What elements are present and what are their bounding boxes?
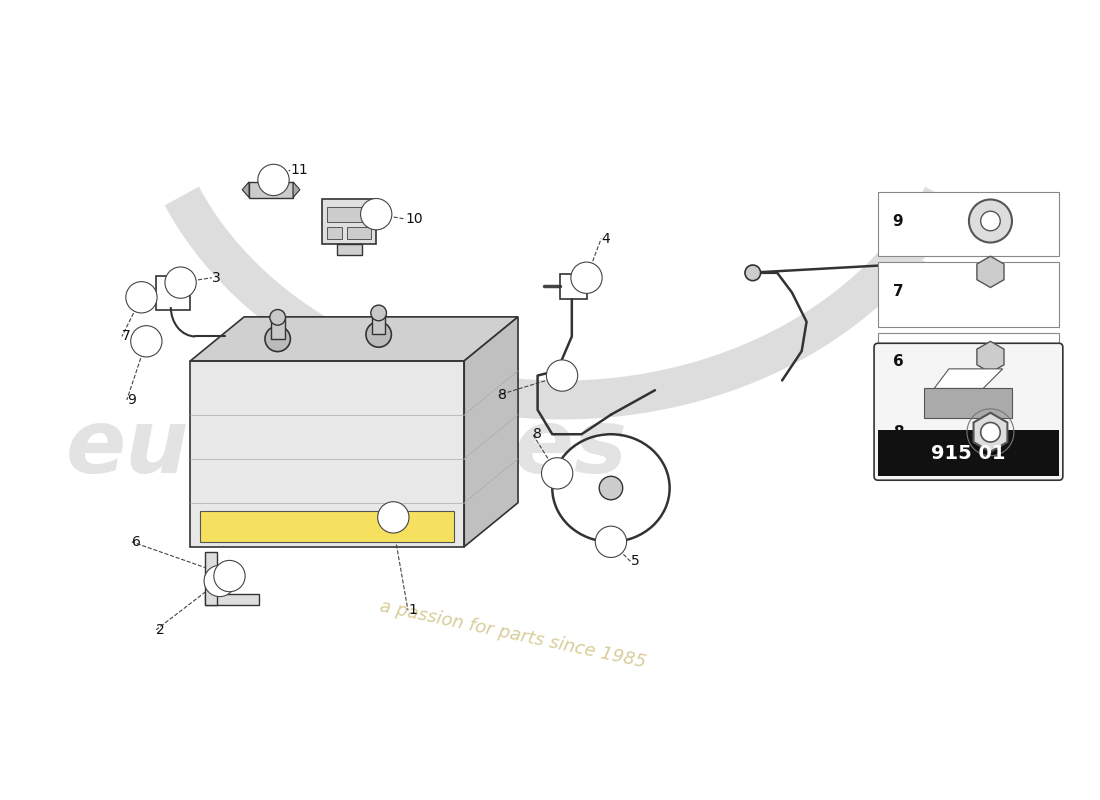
Text: 3: 3 <box>212 270 221 285</box>
Text: 1: 1 <box>408 603 417 618</box>
Circle shape <box>125 282 157 313</box>
Circle shape <box>366 322 392 347</box>
Text: a passion for parts since 1985: a passion for parts since 1985 <box>378 598 648 672</box>
Circle shape <box>745 265 760 281</box>
Circle shape <box>377 502 409 533</box>
Polygon shape <box>464 317 518 546</box>
Circle shape <box>595 526 627 558</box>
Polygon shape <box>271 318 285 339</box>
Polygon shape <box>190 361 464 546</box>
Bar <box>924 389 1012 418</box>
Text: 6: 6 <box>132 535 141 549</box>
Bar <box>878 192 1059 256</box>
Polygon shape <box>977 256 1004 287</box>
Circle shape <box>547 360 578 391</box>
Bar <box>156 276 190 310</box>
Bar <box>205 594 258 606</box>
Text: 7: 7 <box>122 330 131 343</box>
Circle shape <box>257 164 289 195</box>
Text: 6: 6 <box>892 354 903 370</box>
Text: 2: 2 <box>156 623 165 637</box>
Circle shape <box>213 561 245 592</box>
Bar <box>560 274 587 299</box>
Polygon shape <box>242 182 249 198</box>
Polygon shape <box>977 342 1004 373</box>
Circle shape <box>600 476 623 500</box>
Text: 9: 9 <box>126 393 135 407</box>
FancyBboxPatch shape <box>874 343 1063 480</box>
Bar <box>878 333 1059 397</box>
Text: 4: 4 <box>602 232 609 246</box>
Polygon shape <box>190 317 518 361</box>
Polygon shape <box>974 413 1008 452</box>
Bar <box>337 243 362 255</box>
Text: 8: 8 <box>498 388 507 402</box>
Bar <box>878 262 1059 326</box>
Polygon shape <box>934 369 1003 389</box>
Text: 5: 5 <box>630 554 639 568</box>
Circle shape <box>541 458 573 489</box>
Bar <box>322 199 376 243</box>
Polygon shape <box>372 313 385 334</box>
Circle shape <box>981 422 1000 442</box>
Circle shape <box>361 198 392 230</box>
Circle shape <box>969 199 1012 242</box>
Text: 11: 11 <box>290 163 308 177</box>
Circle shape <box>265 326 290 351</box>
Text: 9: 9 <box>892 214 903 229</box>
Bar <box>328 227 342 238</box>
Circle shape <box>371 305 386 321</box>
Bar <box>878 403 1059 467</box>
Bar <box>205 552 217 606</box>
Bar <box>878 430 1059 476</box>
Circle shape <box>165 267 196 298</box>
Text: 8: 8 <box>532 427 541 442</box>
Bar <box>200 510 454 542</box>
Text: 10: 10 <box>406 212 424 226</box>
Bar <box>346 227 372 238</box>
Bar <box>249 182 293 198</box>
Polygon shape <box>979 266 1002 278</box>
Text: 7: 7 <box>892 284 903 299</box>
Circle shape <box>981 211 1000 230</box>
Text: eurospares: eurospares <box>66 406 628 493</box>
Text: 915 01: 915 01 <box>932 443 1005 462</box>
Circle shape <box>131 326 162 357</box>
Text: 8: 8 <box>892 425 903 440</box>
Polygon shape <box>293 182 300 198</box>
Circle shape <box>270 310 286 325</box>
Circle shape <box>571 262 602 294</box>
Bar <box>328 207 372 222</box>
Circle shape <box>205 566 235 597</box>
